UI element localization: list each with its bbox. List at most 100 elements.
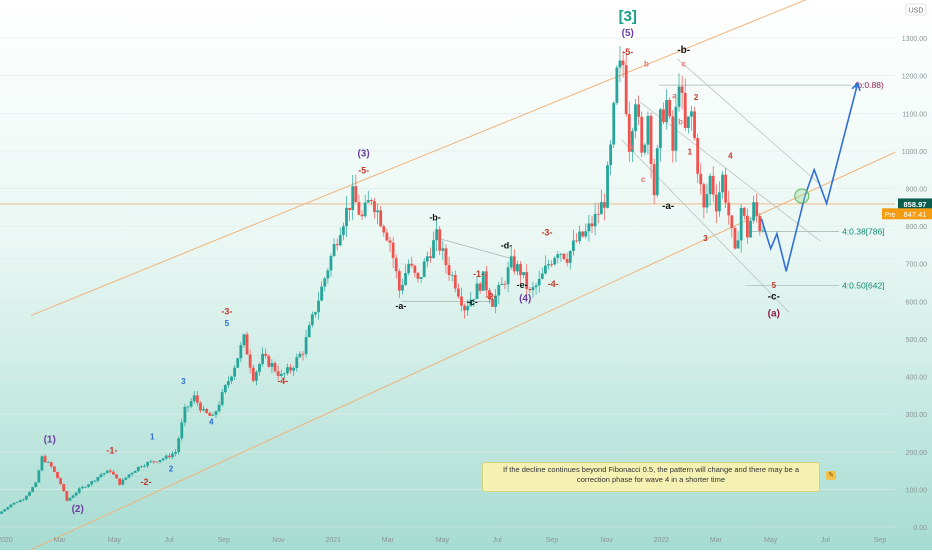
candle-body [314, 312, 317, 315]
candle-body [621, 60, 625, 66]
candle-body [90, 481, 94, 485]
candle-body [118, 478, 122, 485]
candle-body [133, 470, 137, 473]
candle-body [665, 100, 668, 123]
currency-badge [905, 3, 927, 16]
candle-body [223, 385, 227, 393]
price-tick-label: 100.00 [906, 487, 928, 494]
pre-tag [882, 208, 898, 220]
candle-body [139, 466, 143, 468]
candle-body [146, 462, 150, 466]
candle-body [376, 210, 379, 213]
wave-label: 4 [728, 151, 733, 160]
time-tick-label: May [108, 537, 122, 544]
time-tick-label: Jul [821, 537, 830, 544]
candle-body [736, 240, 740, 249]
candle-body [683, 92, 687, 128]
candle-body [0, 511, 3, 514]
candle-body [671, 116, 675, 151]
time-tick-label: Sep [546, 537, 559, 544]
candle-body [208, 412, 212, 416]
candle-body [550, 264, 554, 266]
time-tick-label: 2021 [325, 537, 341, 544]
candle-body [407, 263, 411, 274]
candle-body [596, 213, 600, 215]
fib-label: 4:0.50[642] [842, 281, 885, 291]
candle-body [500, 283, 504, 285]
candle-body [631, 131, 634, 152]
candle-body [357, 202, 361, 215]
wave-label: 1 [688, 148, 693, 157]
candle-body [289, 367, 292, 371]
candle-body [276, 371, 280, 376]
time-axis[interactable]: 2020 Mar May Jul Sep Nov 2021 Mar May Jul Sep Nov 20… [0, 537, 886, 544]
last-price-tag [898, 198, 932, 210]
candle-body [130, 472, 134, 475]
candle-body [52, 466, 56, 472]
candle-body [28, 491, 31, 496]
candle-body [618, 60, 622, 68]
candle-body [261, 353, 264, 365]
candle-body [693, 111, 696, 139]
candle-body [534, 285, 538, 288]
candle-body [164, 455, 168, 459]
wave-label: 3 [703, 234, 708, 243]
candle-body [388, 240, 392, 243]
candle-body [494, 295, 498, 307]
candle-body [161, 458, 165, 461]
candle-body [6, 507, 10, 510]
note-icon[interactable]: ✎ [826, 471, 836, 480]
channel-upper-line [30, 0, 807, 316]
candle-body [519, 264, 522, 276]
candle-body [481, 271, 485, 291]
candle-body [643, 144, 647, 153]
wave-label: 5 [225, 319, 230, 328]
candle-body [603, 202, 606, 208]
candle-body [345, 207, 348, 227]
candle-body [441, 248, 445, 251]
candle-body [435, 229, 439, 241]
candle-body [214, 411, 218, 415]
candle-body [112, 471, 115, 475]
candle-body [749, 220, 752, 238]
down-channel-lower [621, 139, 790, 313]
candle-body [49, 462, 53, 467]
candle-body [105, 470, 109, 474]
candle-body [143, 465, 146, 467]
candles [0, 45, 765, 514]
candle-body [416, 272, 420, 279]
annotation-note[interactable]: If the decline continues beyond Fibonacc… [482, 462, 820, 492]
forecast [760, 81, 861, 272]
candle-body [152, 461, 156, 463]
candle-body [649, 115, 653, 164]
candle-body [537, 278, 541, 286]
candle-body [34, 482, 38, 488]
candle-body [3, 509, 7, 512]
candle-body [236, 358, 240, 368]
candle-body [46, 462, 50, 464]
candle-body [80, 486, 84, 489]
candle-body [373, 201, 376, 213]
candle-body [419, 277, 423, 279]
wave-labels: [3](5)-5-bac-b-ca 2b1-a-435-c-(a)(3)-5--b… [44, 8, 780, 515]
candle-body [444, 248, 448, 266]
price-axis[interactable]: 0.00 100.00 200.00 300.00 400.00 500.00 600.00… [882, 3, 932, 532]
price-tick-label: 800.00 [906, 224, 928, 231]
candle-body [310, 314, 314, 326]
wave-label: -b- [429, 212, 441, 222]
wave-label: 3 [181, 377, 186, 386]
time-tick-label: Nov [600, 537, 613, 544]
candle-body [233, 367, 237, 377]
wave-label: -a- [395, 301, 406, 311]
candle-body [394, 258, 398, 272]
candle-body [460, 296, 463, 306]
candle-body [174, 451, 177, 454]
candle-body [245, 334, 249, 355]
candle-body [522, 272, 526, 276]
candle-body [121, 479, 125, 485]
price-tick-label: 200.00 [906, 450, 928, 457]
candle-body [99, 474, 103, 478]
candle-body [354, 186, 358, 203]
